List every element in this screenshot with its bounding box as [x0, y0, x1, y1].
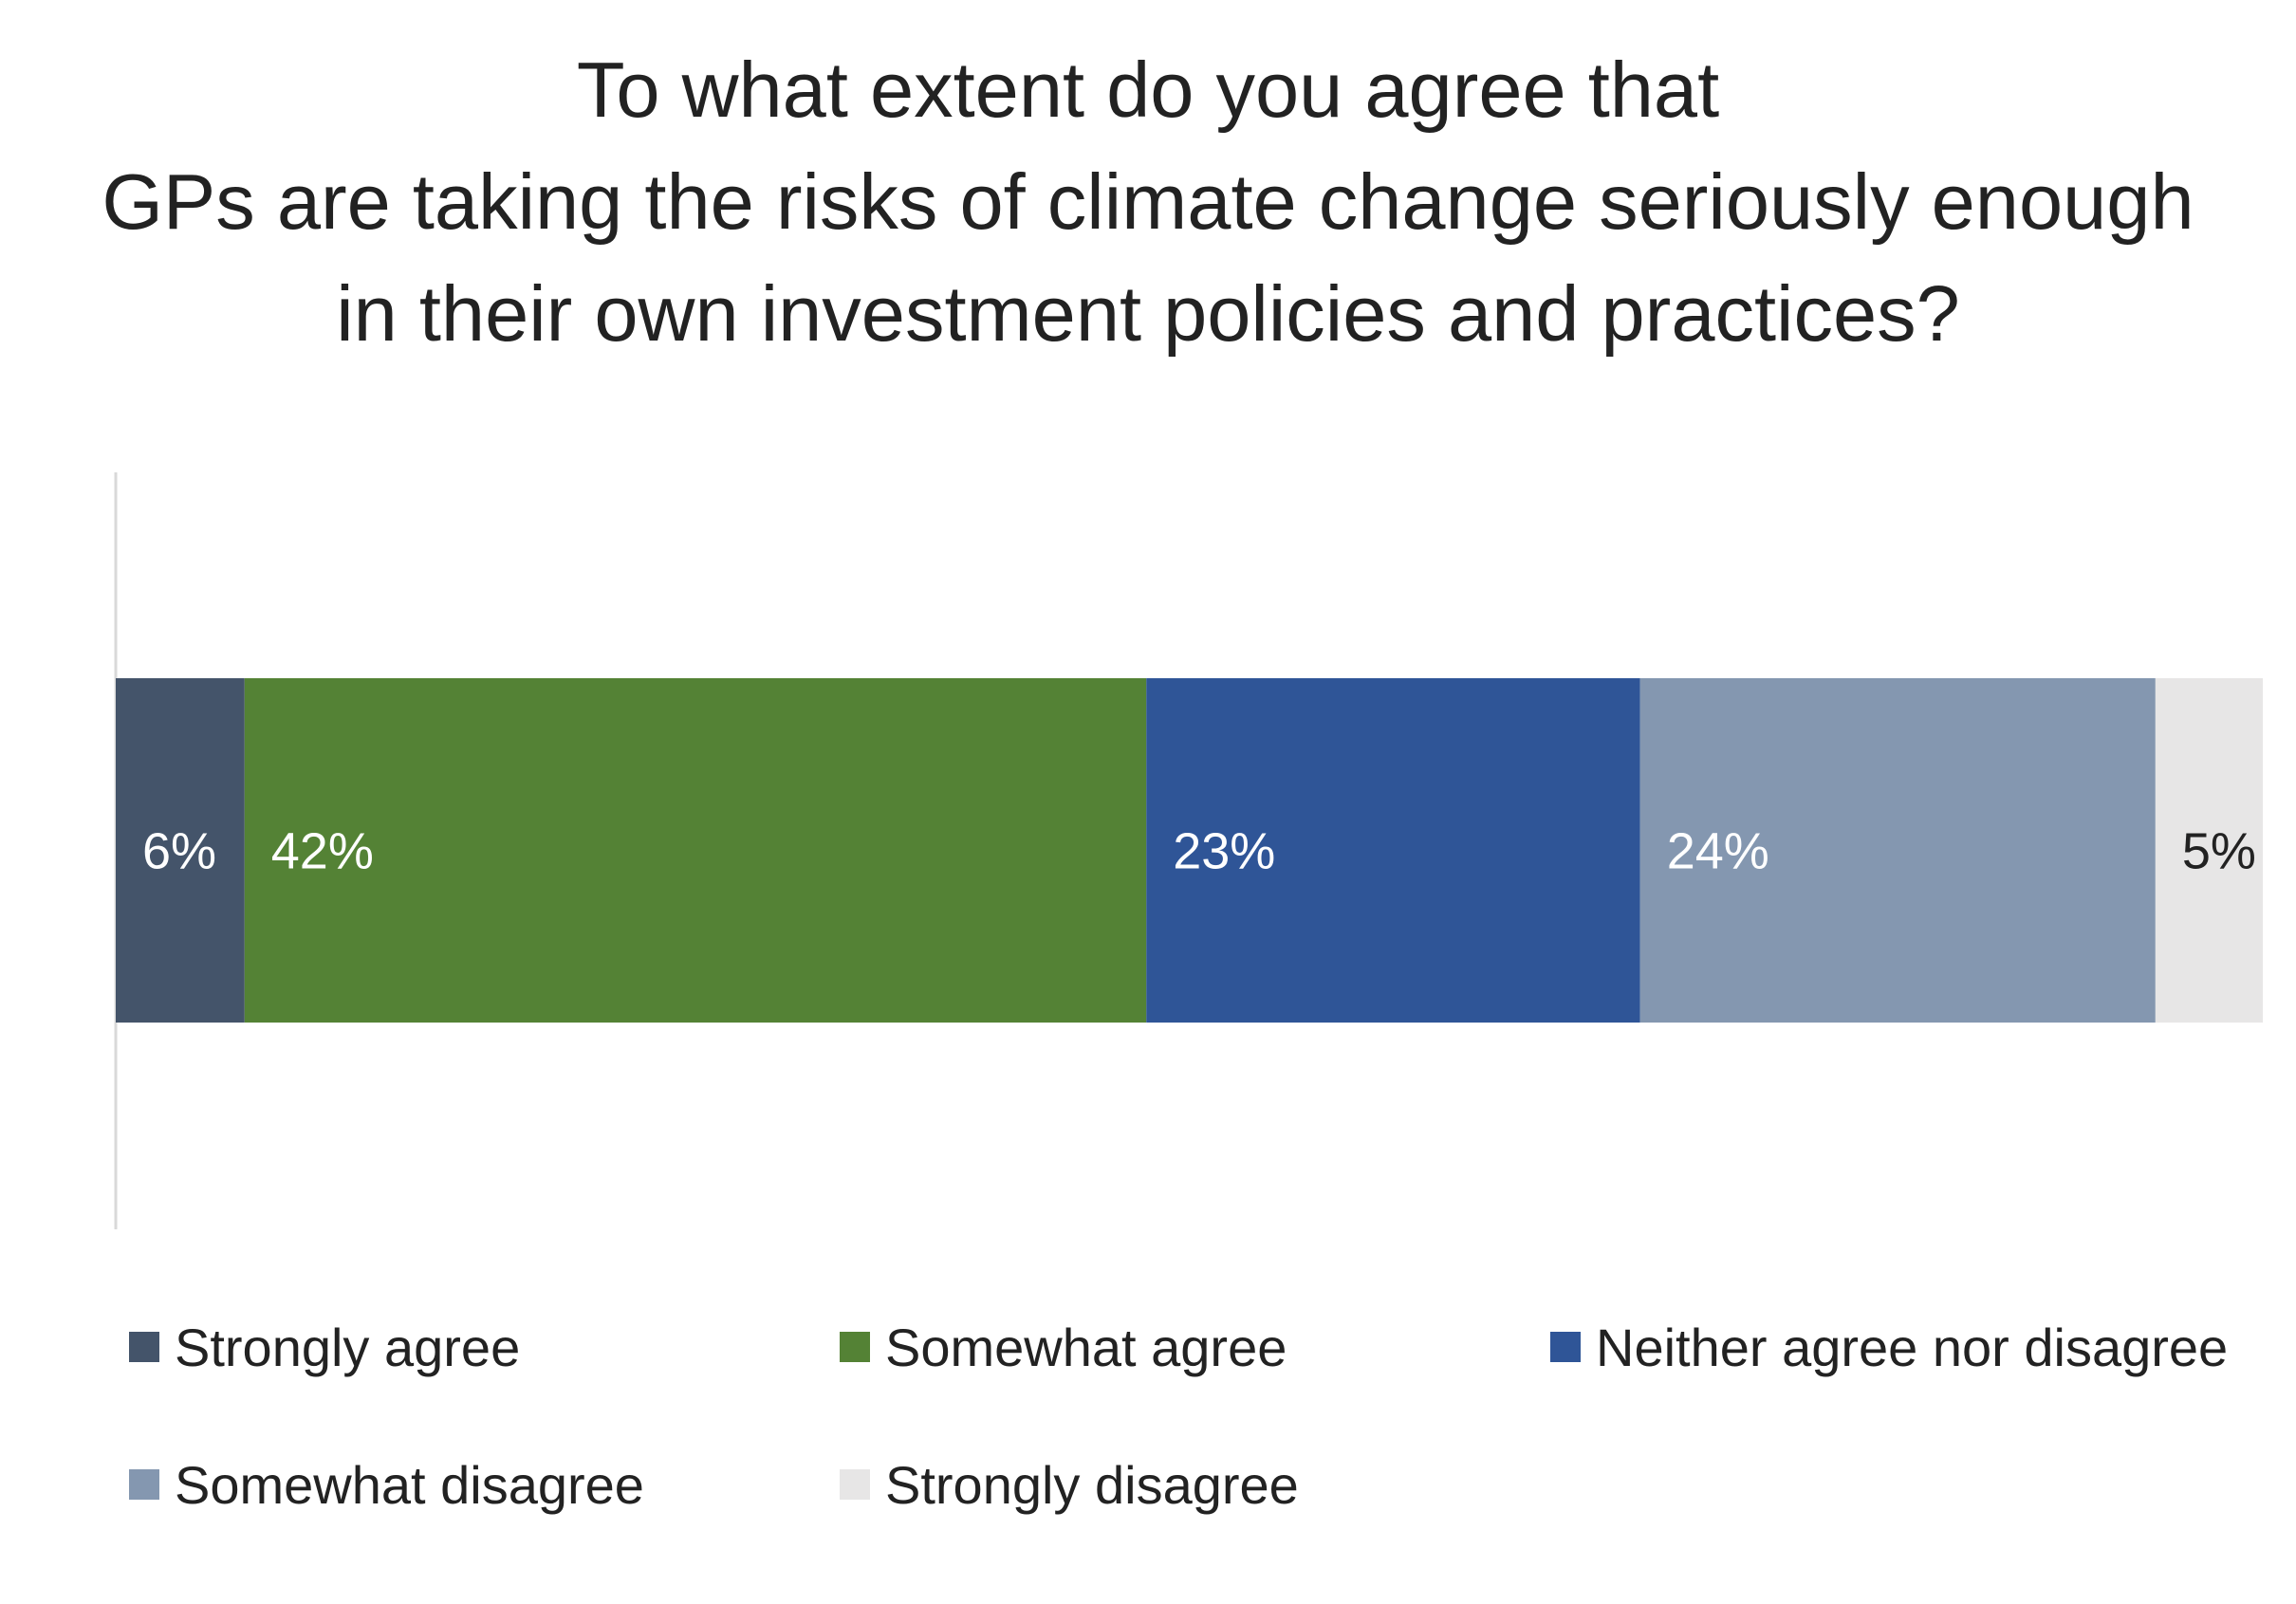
chart-title-line-3: in their own investment policies and pra… [336, 269, 1960, 358]
data-label-4: 5% [2182, 823, 2256, 880]
data-label-2: 23% [1173, 823, 1275, 880]
bar-segment-2 [1146, 678, 1640, 1023]
legend-swatch-1 [840, 1332, 870, 1362]
legend-item-4: Strongly disagree [840, 1451, 1299, 1518]
data-label-0: 6% [142, 823, 216, 880]
legend-swatch-3 [129, 1469, 159, 1500]
legend-item-2: Neither agree nor disagree [1550, 1314, 2228, 1380]
chart-title-line-2: GPs are taking the risks of climate chan… [102, 157, 2194, 246]
bar-segment-0 [116, 678, 245, 1023]
legend-swatch-4 [840, 1469, 870, 1500]
bar-segment-3 [1639, 678, 2156, 1023]
legend-item-3: Somewhat disagree [129, 1451, 644, 1518]
legend-label-1: Somewhat agree [885, 1317, 1287, 1377]
chart-title: To what extent do you agree that GPs are… [0, 34, 2296, 370]
legend-swatch-2 [1550, 1332, 1581, 1362]
data-label-3: 24% [1667, 823, 1769, 880]
legend-label-3: Somewhat disagree [175, 1454, 644, 1515]
legend-item-0: Strongly agree [129, 1314, 520, 1380]
bar-segment-1 [244, 678, 1147, 1023]
legend-label-4: Strongly disagree [885, 1454, 1299, 1515]
legend-label-0: Strongly agree [175, 1317, 521, 1377]
legend-label-2: Neither agree nor disagree [1596, 1317, 2229, 1377]
legend-swatch-0 [129, 1332, 159, 1362]
chart-title-line-1: To what extent do you agree that [576, 46, 1720, 134]
legend-item-1: Somewhat agree [840, 1314, 1287, 1380]
bar-segment-4 [2155, 678, 2263, 1023]
data-label-1: 42% [271, 823, 374, 880]
